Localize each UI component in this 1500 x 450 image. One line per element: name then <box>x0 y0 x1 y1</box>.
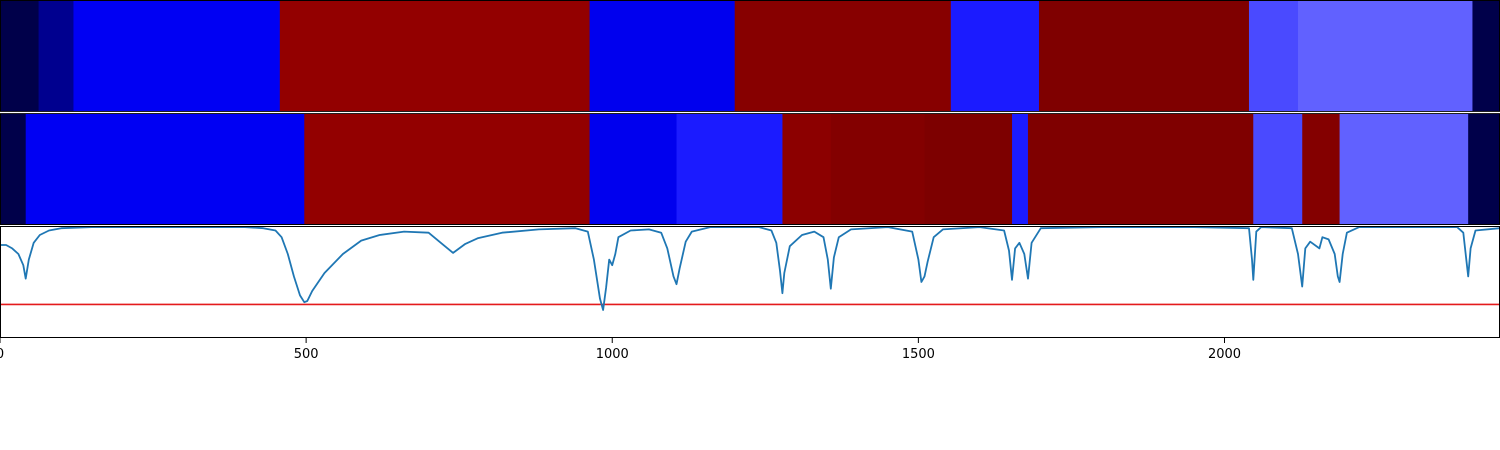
heatmap-segment <box>1027 113 1254 225</box>
heatmap-segment <box>1248 0 1299 112</box>
x-tick-label: 1000 <box>596 347 629 362</box>
heatmap-segment <box>589 0 736 112</box>
x-axis: 0 500 1000 1500 2000 <box>0 338 1241 362</box>
heatmap-segment <box>782 113 832 225</box>
heatmap-segment <box>25 113 305 225</box>
heatmap-segment <box>1253 113 1303 225</box>
heatmap-segment <box>73 0 281 112</box>
heatmap-segment <box>676 113 784 225</box>
heatmap-segment <box>38 0 75 112</box>
heatmap-segment <box>304 113 591 225</box>
heatmap-segment <box>1012 113 1029 225</box>
x-tick-label: 2000 <box>1208 347 1241 362</box>
heatmap-segment <box>1302 113 1341 225</box>
heatmap-segment <box>830 113 926 225</box>
x-tick-label: 500 <box>294 347 319 362</box>
heatmap-segment <box>1339 113 1469 225</box>
heatmap-segment <box>924 113 1013 225</box>
heatmap-segment <box>279 0 591 112</box>
heatmap-row-top <box>0 0 1500 112</box>
heatmap-segment <box>1297 0 1474 112</box>
heatmap-segment <box>734 0 952 112</box>
heatmap-segment <box>1468 113 1500 225</box>
x-tick-label: 1500 <box>902 347 935 362</box>
x-tick-label: 0 <box>0 347 4 362</box>
signal-plot-background <box>0 226 1500 338</box>
signal-plot-panel <box>0 226 1500 338</box>
heatmap-row-middle <box>0 113 1500 225</box>
signal-line <box>0 226 1500 311</box>
heatmap-segment <box>950 0 1040 112</box>
heatmap-segment <box>1472 0 1500 112</box>
heatmap-segment <box>589 113 678 225</box>
heatmap-segment <box>1038 0 1250 112</box>
heatmap-segment <box>0 113 27 225</box>
heatmap-segment <box>0 0 40 112</box>
